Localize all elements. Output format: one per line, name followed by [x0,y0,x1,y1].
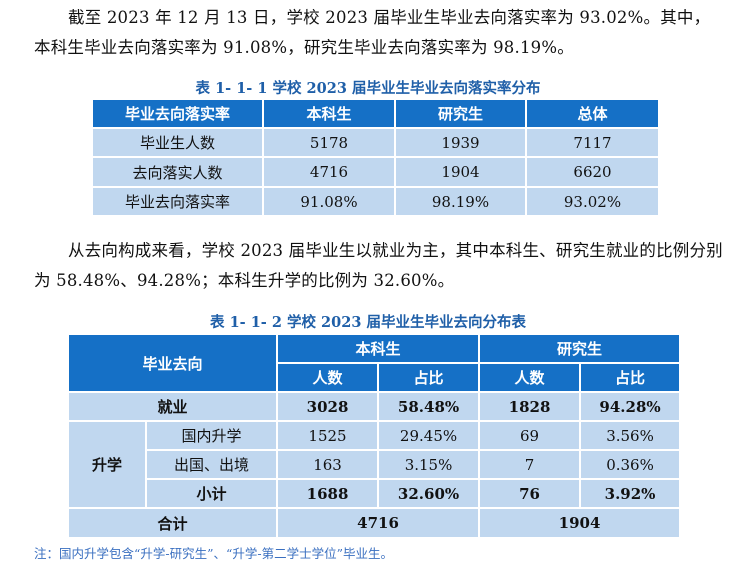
cell: 98.19% [394,186,527,217]
cell: 3.15% [377,449,481,480]
cell: 3.56% [579,420,682,451]
paragraph-1: 截至 2023 年 12 月 13 日，学校 2023 届毕业生毕业去向落实率为… [34,8,711,57]
cell: 7 [478,449,582,480]
cell: 7117 [525,127,660,158]
cell: 0.36% [579,449,682,480]
cell: 1688 [276,478,380,509]
group-label: 升学 [67,420,147,509]
cell: 3028 [276,391,380,422]
header-count: 人数 [276,362,380,393]
cell: 163 [276,449,380,480]
cell: 1828 [478,391,582,422]
table-header-row: 毕业去向 本科生 研究生 [66,333,682,393]
row-employment: 就业 3028 58.48% 1828 94.28% [66,391,682,422]
cell: 1939 [394,127,527,158]
row-label: 国内升学 [144,420,279,451]
cell: 58.48% [377,391,481,422]
table-row: 毕业生人数 5178 1939 7117 [91,127,660,158]
table2-caption: 表 1- 1- 2 学校 2023 届毕业生毕业去向分布表 [210,314,526,331]
cell: 5178 [262,127,396,158]
row-label: 就业 [66,391,279,422]
cell: 6620 [525,156,660,188]
cell: 4716 [262,156,396,188]
table-graduation-rate: 毕业去向落实率 本科生 研究生 总体 毕业生人数 5178 1939 7117 去向落… [91,98,660,217]
header-count: 人数 [478,362,582,393]
cell: 76 [478,478,582,509]
header-cell: 总体 [525,98,660,129]
header-cell: 本科生 [262,98,396,129]
row-label: 小计 [144,478,279,509]
cell: 1525 [276,420,380,451]
header-destination: 毕业去向 [66,333,279,393]
row-abroad: 出国、出境 163 3.15% 7 0.36% [68,449,682,480]
cell: 3.92% [579,478,682,509]
paragraph-2: 从去向构成来看，学校 2023 届毕业生以就业为主，其中本科生、研究生就业的比例… [34,241,723,290]
table-note: 注：国内升学包含“升学-研究生”、“升学-第二学士学位”毕业生。 [34,546,394,561]
row-subtotal: 小计 1688 32.60% 76 3.92% [68,478,682,509]
table-row: 毕业去向落实率 91.08% 98.19% 93.02% [91,186,660,217]
row-label: 去向落实人数 [91,156,264,188]
cell: 32.60% [377,478,481,509]
cell: 94.28% [579,391,682,422]
row-label: 合计 [66,507,279,539]
header-ratio: 占比 [377,362,481,393]
row-total: 合计 4716 1904 [66,507,682,539]
header-ratio: 占比 [579,362,682,393]
cell: 91.08% [262,186,396,217]
table-destination: 毕业去向 本科生 研究生 人数 占比 人数 占比 就业 3028 58.48% 1828… [66,333,682,539]
cell: 1904 [478,507,682,539]
header-postgraduate: 研究生 [478,333,682,364]
table-row: 去向落实人数 4716 1904 6620 [91,156,660,188]
cell: 93.02% [525,186,660,217]
table-header-row: 毕业去向落实率 本科生 研究生 总体 [91,98,660,129]
row-label: 出国、出境 [144,449,279,480]
cell: 1904 [394,156,527,188]
header-cell: 研究生 [394,98,527,129]
cell: 4716 [276,507,481,539]
header-undergraduate: 本科生 [276,333,481,364]
cell: 69 [478,420,582,451]
row-label: 毕业生人数 [91,127,264,158]
row-domestic-study: 升学 国内升学 1525 29.45% 69 3.56% [67,420,682,509]
row-label: 毕业去向落实率 [91,186,264,217]
table1-caption: 表 1- 1- 1 学校 2023 届毕业生毕业去向落实率分布 [195,80,541,97]
header-cell: 毕业去向落实率 [91,98,264,129]
cell: 29.45% [377,420,481,451]
table-header-row: 人数 占比 人数 占比 [68,362,682,393]
